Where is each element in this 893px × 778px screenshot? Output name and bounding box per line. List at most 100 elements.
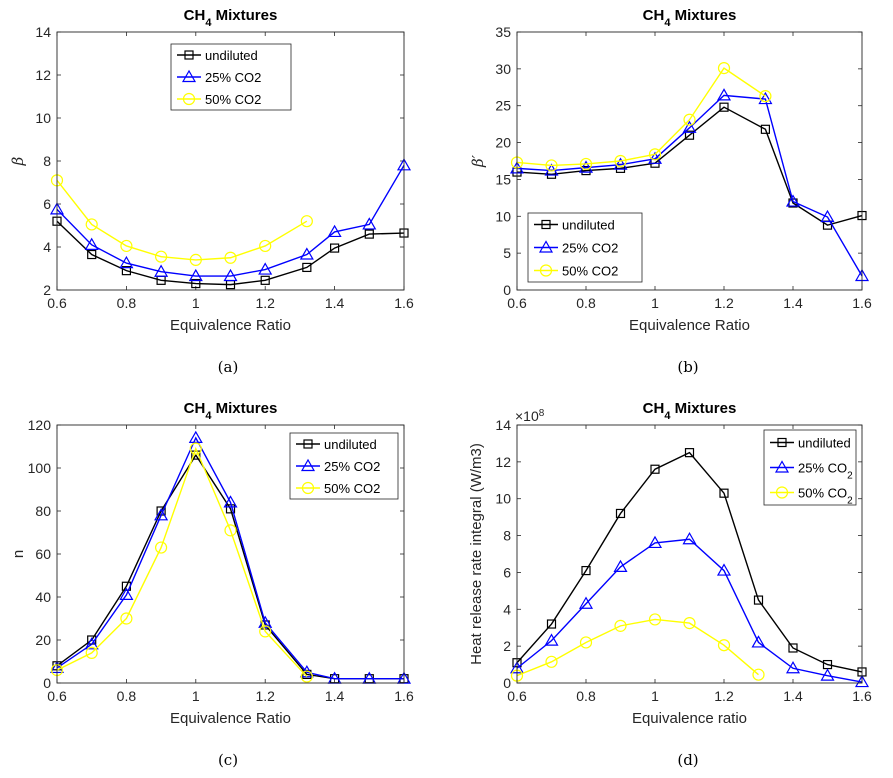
data-point xyxy=(327,224,342,238)
legend-marker xyxy=(774,460,790,473)
legend-marker xyxy=(184,50,194,60)
data-point xyxy=(362,217,377,230)
legend-label: 50% CO2 xyxy=(205,92,261,107)
x-tick-label: 1.2 xyxy=(714,295,734,311)
legend-entry: 50% CO2 xyxy=(770,486,853,506)
data-point xyxy=(615,508,626,519)
x-tick-label: 1.2 xyxy=(714,688,734,704)
y-tick-label: 20 xyxy=(495,135,511,151)
y-axis-label: β′ xyxy=(469,154,487,168)
data-point xyxy=(753,595,764,605)
data-point xyxy=(614,154,627,168)
data-point xyxy=(155,541,168,554)
data-point xyxy=(154,264,169,277)
y-tick-label: 25 xyxy=(495,98,511,114)
y-tick-label: 100 xyxy=(28,460,52,476)
x-tick-label: 1.4 xyxy=(325,295,345,311)
data-point xyxy=(259,625,272,638)
y-tick-label: 20 xyxy=(35,632,51,648)
x-tick-label: 1.6 xyxy=(394,295,414,311)
y-tick-label: 10 xyxy=(495,491,511,507)
caption-d: (d) xyxy=(677,751,698,769)
data-point xyxy=(785,194,801,207)
y-tick-label: 0 xyxy=(43,675,51,691)
data-point xyxy=(578,596,594,609)
chart-title: CH4 Mixtures xyxy=(184,7,278,29)
plot-frame xyxy=(56,31,405,291)
data-point xyxy=(581,565,591,576)
data-point xyxy=(682,120,697,133)
x-tick-label: 1 xyxy=(192,688,200,704)
y-axis-label: n xyxy=(10,550,27,558)
data-point xyxy=(189,442,202,455)
data-point xyxy=(716,88,732,101)
data-point xyxy=(614,619,627,632)
data-point xyxy=(188,430,203,443)
legend-marker xyxy=(541,219,551,230)
data-point xyxy=(546,619,557,629)
chart-panel-c: 0.6 0.8 1 1.2 1.4 1.6 0 20 40 60 80 100 120 CH4 Mixtu… xyxy=(10,400,414,727)
caption-c: (c) xyxy=(218,751,238,769)
y-tick-label: 0 xyxy=(503,675,511,691)
data-point xyxy=(121,266,132,276)
legend-entry: 50% CO2 xyxy=(177,92,261,107)
y-tick-label: 4 xyxy=(503,601,511,617)
legend-marker xyxy=(777,437,787,448)
x-axis-label: Equivalence ratio xyxy=(632,710,747,727)
y-tick-label: 12 xyxy=(495,454,511,470)
legend-marker xyxy=(181,69,197,83)
series-line xyxy=(516,538,863,683)
series-1 xyxy=(49,158,412,282)
x-tick-label: 1.6 xyxy=(852,295,872,311)
data-point xyxy=(87,249,97,260)
data-point xyxy=(759,90,772,103)
y-tick-label: 2 xyxy=(43,282,51,298)
data-point xyxy=(119,255,134,269)
data-point xyxy=(223,268,238,282)
x-tick-label: 0.6 xyxy=(507,688,527,704)
y-tick-label: 6 xyxy=(43,196,51,212)
y-tick-label: 120 xyxy=(28,417,52,433)
data-point xyxy=(300,670,313,683)
x-tick-label: 1.4 xyxy=(783,688,803,704)
series-line xyxy=(516,451,863,673)
plot-frame xyxy=(516,424,863,684)
chart-panel-b: 0.6 0.8 1 1.2 1.4 1.6 0 5 10 15 20 25 30 35 CH4 Mixtur… xyxy=(469,7,872,334)
data-point xyxy=(682,532,697,545)
data-point xyxy=(648,148,662,161)
plot-frame xyxy=(56,424,405,684)
series-line xyxy=(516,106,863,226)
data-point xyxy=(717,639,731,652)
legend-label: 25% CO2 xyxy=(205,70,261,85)
y-tick-label: 0 xyxy=(503,282,511,298)
data-point xyxy=(84,237,99,250)
legend-label: undiluted xyxy=(205,48,258,63)
data-point xyxy=(191,278,201,289)
x-tick-label: 0.8 xyxy=(576,295,596,311)
data-point xyxy=(120,612,133,625)
legend-marker xyxy=(539,264,553,277)
y-exponent-label: ×108 xyxy=(515,408,545,425)
legend-entry: 50% CO2 xyxy=(534,264,618,279)
data-point xyxy=(544,633,559,646)
legend-marker xyxy=(303,439,313,449)
data-point xyxy=(758,91,773,105)
legend-label: undiluted xyxy=(324,437,377,452)
data-point xyxy=(188,268,203,282)
data-point xyxy=(302,262,312,273)
legend-label: 50% CO2 xyxy=(562,264,618,279)
data-point xyxy=(545,159,558,172)
legend-entry: undiluted xyxy=(770,436,851,451)
y-tick-label: 10 xyxy=(35,110,51,126)
data-point xyxy=(258,262,273,275)
data-point xyxy=(155,250,168,263)
data-point xyxy=(191,450,201,460)
data-point xyxy=(545,655,558,668)
legend-label: 25% CO2 xyxy=(324,459,380,474)
x-tick-label: 1 xyxy=(192,295,200,311)
data-point xyxy=(684,448,695,458)
y-tick-label: 15 xyxy=(495,171,511,187)
data-point xyxy=(683,617,696,630)
data-point xyxy=(224,524,237,537)
data-point xyxy=(224,251,237,264)
